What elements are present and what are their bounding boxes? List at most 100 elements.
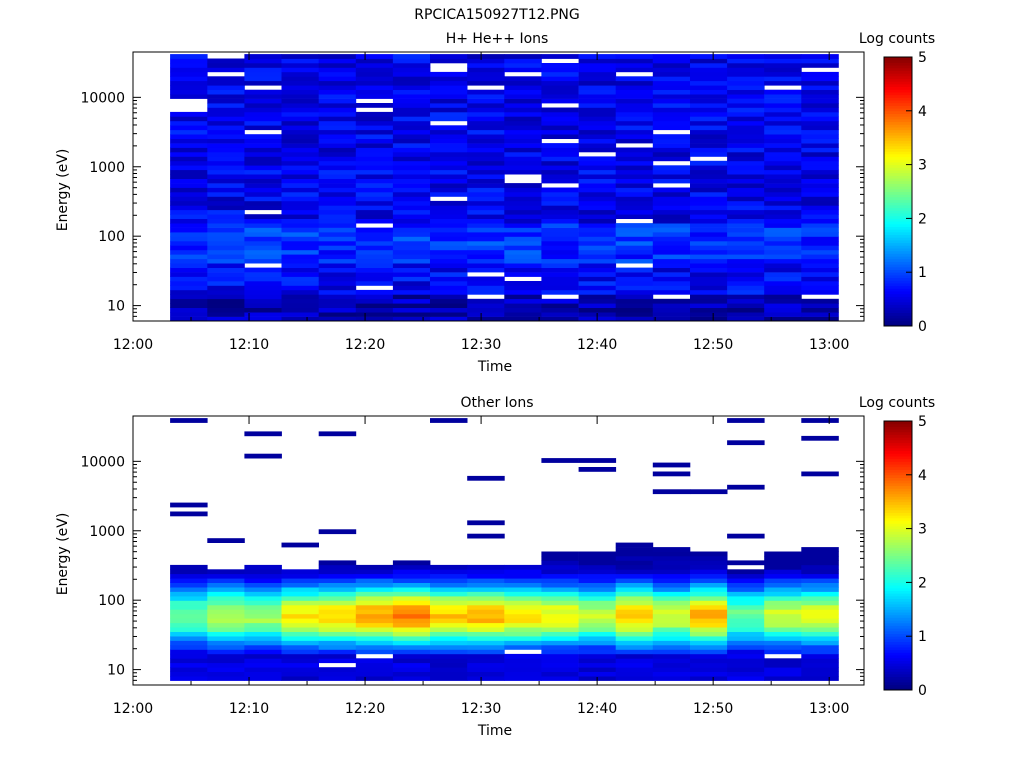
heatmap-cell	[281, 276, 319, 282]
heatmap-cell	[244, 303, 282, 308]
heatmap-cell	[541, 573, 579, 579]
heatmap-cell	[392, 587, 431, 592]
heatmap-cell	[801, 547, 839, 552]
heatmap-cell	[430, 174, 468, 179]
heatmap-cell	[170, 218, 208, 224]
heatmap-cell	[281, 98, 319, 104]
colorbar-swatch	[884, 129, 912, 133]
heatmap-cell	[690, 604, 728, 610]
heatmap-cell	[727, 214, 765, 219]
heatmap-cell	[578, 653, 617, 659]
heatmap-cell	[727, 294, 765, 300]
colorbar-swatch	[884, 137, 912, 141]
heatmap-cell	[355, 174, 394, 179]
heatmap-cell	[244, 600, 282, 606]
heatmap-cell	[690, 120, 728, 126]
heatmap-cell	[244, 103, 282, 108]
y-tick-label: 1000	[89, 160, 125, 176]
heatmap-cell	[578, 192, 617, 197]
heatmap-cell	[355, 267, 394, 273]
figure-title: RPCICA150927T12.PNG	[414, 7, 579, 23]
heatmap-cell	[541, 169, 579, 175]
heatmap-cell	[207, 298, 245, 304]
colorbar-swatch	[884, 204, 912, 209]
heatmap-cell	[244, 564, 282, 570]
heatmap-cell	[690, 596, 728, 601]
heatmap-cell	[281, 285, 319, 291]
heatmap-cell	[392, 671, 431, 677]
heatmap-cell	[690, 582, 728, 588]
heatmap-cell	[392, 169, 431, 175]
heatmap-cell	[467, 307, 505, 313]
heatmap-cell	[318, 272, 357, 277]
colorbar-swatch	[884, 568, 912, 573]
heatmap-cell	[467, 475, 505, 481]
heatmap-cell	[430, 671, 468, 677]
colorbar-swatch	[884, 105, 912, 109]
heatmap-cell	[392, 645, 431, 650]
heatmap-cell	[764, 120, 802, 126]
heatmap-cell	[281, 591, 319, 597]
heatmap-cell	[727, 658, 765, 664]
colorbar-swatch	[884, 582, 912, 586]
heatmap-cell	[652, 573, 691, 579]
heatmap-cell	[615, 249, 654, 255]
colorbar-swatch	[884, 439, 912, 444]
heatmap-cell	[430, 573, 468, 579]
heatmap-cell	[207, 183, 245, 188]
heatmap-cell	[652, 564, 691, 570]
heatmap-cell	[615, 312, 654, 317]
heatmap-cell	[764, 564, 802, 570]
x-tick-label: 12:50	[693, 701, 733, 717]
heatmap-cell	[281, 183, 319, 188]
heatmap-cell	[504, 316, 542, 322]
heatmap-cell	[281, 312, 319, 317]
heatmap-cell	[578, 289, 617, 295]
heatmap-cell	[207, 631, 245, 637]
heatmap-cell	[652, 71, 691, 77]
heatmap-cell	[504, 671, 542, 677]
heatmap-cell	[764, 89, 802, 95]
heatmap-cell	[170, 640, 208, 646]
heatmap-cell	[615, 307, 654, 313]
heatmap-cell	[504, 103, 542, 108]
colorbar-swatch	[884, 547, 912, 551]
heatmap-cell	[244, 240, 282, 246]
heatmap-cell	[615, 134, 654, 139]
heatmap-cell	[690, 54, 728, 59]
heatmap-cell	[801, 196, 839, 202]
heatmap-cell	[801, 258, 839, 264]
heatmap-cell	[355, 658, 394, 664]
heatmap-cell	[170, 214, 208, 219]
heatmap-cell	[690, 658, 728, 664]
heatmap-cell	[392, 200, 431, 206]
colorbar-swatch	[884, 140, 912, 144]
heatmap-cell	[615, 165, 654, 171]
heatmap-cell	[690, 134, 728, 139]
heatmap-cell	[392, 613, 431, 619]
heatmap-cell	[727, 165, 765, 171]
heatmap-cell	[392, 192, 431, 197]
heatmap-cell	[355, 214, 394, 219]
heatmap-cell	[355, 303, 394, 308]
heatmap-cell	[430, 165, 468, 171]
heatmap-cell	[652, 551, 691, 557]
heatmap-cell	[578, 587, 617, 592]
heatmap-cell	[430, 289, 468, 295]
heatmap-cell	[578, 89, 617, 95]
heatmap-cell	[764, 125, 802, 131]
colorbar-swatch	[884, 124, 912, 128]
heatmap-cell	[541, 156, 579, 162]
heatmap-cell	[392, 267, 431, 273]
colorbar-swatch	[884, 320, 912, 324]
heatmap-cell	[318, 120, 357, 126]
heatmap-cell	[727, 94, 765, 99]
heatmap-cell	[615, 236, 654, 242]
heatmap-cell	[430, 116, 468, 122]
heatmap-cell	[207, 289, 245, 295]
heatmap-cell	[467, 107, 505, 113]
heatmap-cell	[652, 156, 691, 162]
heatmap-cell	[727, 622, 765, 628]
heatmap-cell	[318, 63, 357, 68]
heatmap-cell	[170, 511, 208, 517]
